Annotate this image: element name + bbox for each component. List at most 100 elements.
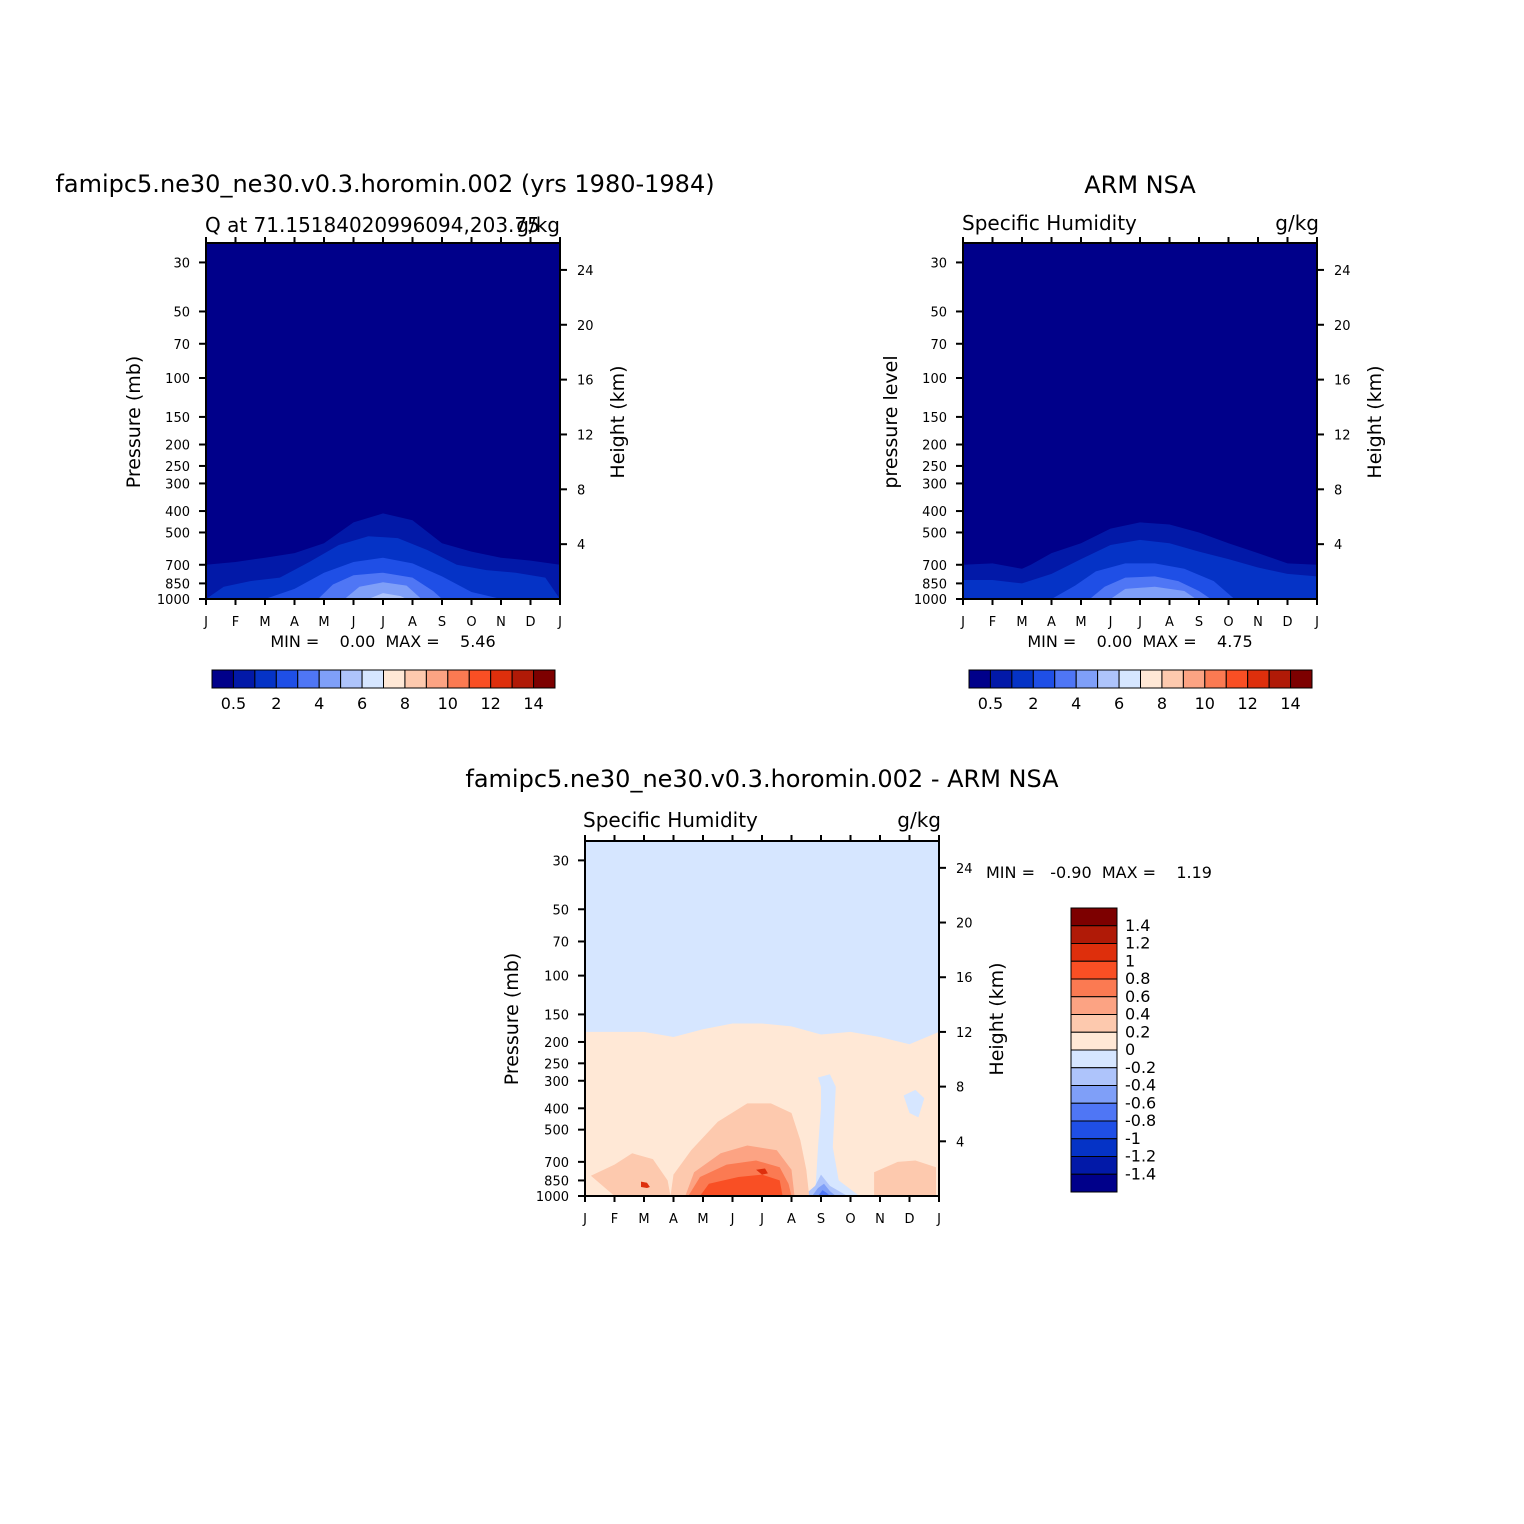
obs-colorbar-box-15	[1290, 669, 1313, 689]
diff-colorbar: 1.41.210.80.60.40.20-0.2-0.4-0.6-0.8-1-1…	[1070, 907, 1156, 1193]
obs-xtick-label-5: J	[1108, 615, 1113, 630]
model-colorbar-box-0	[211, 669, 234, 689]
obs-ytick-label-1: 50	[930, 305, 947, 320]
model-colorbar-box-10	[425, 669, 449, 689]
diff-xtick-label-12: J	[936, 1212, 941, 1227]
obs-plot-area: J F M A M J J A S O N D J 30 50 70 100 150 200 250 300 400 500…	[914, 237, 1351, 630]
model-contour-4	[344, 582, 422, 599]
model-min-max: MIN = 0.00 MAX = 5.46	[270, 632, 495, 651]
diff-colorbar-label-6: 0.2	[1125, 1022, 1150, 1041]
diff-colorbar-box-12	[1070, 1120, 1118, 1140]
diff-xtick-label-8: S	[817, 1212, 825, 1227]
obs-ytick-label-3: 100	[922, 372, 947, 387]
model-xtick-label-5: J	[351, 615, 356, 630]
model-ytick-right-label-4: 8	[577, 483, 585, 498]
diff-xtick-label-6: J	[759, 1212, 764, 1227]
model-xtick-label-12: J	[557, 615, 562, 630]
model-colorbar-box-8	[383, 669, 406, 689]
diff-colorbar-box-0	[1070, 907, 1118, 927]
model-colorbar-box-6	[340, 669, 363, 689]
model-colorbar-label-7: 14	[523, 694, 543, 713]
obs-colorbar-box-6	[1097, 669, 1120, 689]
diff-colorbar-label-2: 1	[1125, 951, 1135, 970]
obs-title: ARM NSA	[1084, 171, 1196, 199]
model-xtick-label-1: F	[232, 615, 239, 630]
diff-left-string: Specific Humidity	[583, 808, 758, 832]
diff-xtick-label-1: F	[611, 1212, 618, 1227]
model-xtick-label-3: A	[290, 615, 299, 630]
model-colorbar-box-13	[490, 669, 513, 689]
diff-colorbar-box-14	[1070, 1156, 1118, 1175]
obs-ytick-label-7: 300	[922, 477, 947, 492]
diff-colorbar-label-4: 0.6	[1125, 987, 1150, 1006]
obs-colorbar-label-6: 12	[1238, 694, 1258, 713]
model-ytick-label-0: 30	[173, 256, 190, 271]
model-right-string: g/kg	[516, 213, 560, 237]
model-xtick-label-7: A	[408, 615, 417, 630]
model-colorbar-box-14	[511, 669, 535, 689]
obs-colorbar-box-10	[1182, 669, 1206, 689]
diff-ytick-right-label-2: 16	[956, 971, 973, 986]
obs-colorbar-box-9	[1161, 669, 1184, 689]
model-ytick-label-6: 250	[165, 460, 190, 475]
diff-ylabel-right: Height (km)	[986, 962, 1008, 1075]
diff-colorbar-box-15	[1070, 1173, 1118, 1193]
diff-contour-fills	[585, 841, 939, 1196]
diff-colorbar-label-8: -0.2	[1125, 1058, 1156, 1077]
model-ytick-label-8: 400	[165, 505, 190, 520]
model-contour-fills	[206, 243, 560, 599]
diff-ytick-label-9: 500	[544, 1124, 569, 1139]
model-colorbar-label-6: 12	[481, 694, 501, 713]
model-colorbar-label-5: 10	[438, 694, 458, 713]
obs-xtick-label-7: A	[1165, 615, 1174, 630]
diff-contour-15	[641, 1181, 650, 1188]
diff-ytick-right-label-0: 24	[956, 862, 973, 877]
obs-ytick-label-8: 400	[922, 505, 947, 520]
model-xtick-label-0: J	[203, 615, 208, 630]
model-ytick-label-2: 70	[173, 338, 190, 353]
diff-colorbar-label-0: 1.4	[1125, 916, 1150, 935]
obs-colorbar: 0.5 2 4 6 8 10 12 14	[968, 669, 1313, 713]
obs-ytick-label-2: 70	[930, 338, 947, 353]
obs-ytick-label-11: 850	[922, 577, 947, 592]
diff-colorbar-label-10: -0.6	[1125, 1093, 1156, 1112]
obs-xtick-label-12: J	[1314, 615, 1319, 630]
diff-colorbar-label-3: 0.8	[1125, 969, 1150, 988]
diff-colorbar-label-7: 0	[1125, 1040, 1135, 1059]
obs-ytick-right-label-3: 12	[1334, 428, 1351, 443]
model-ytick-label-4: 150	[165, 411, 190, 426]
obs-colorbar-box-1	[989, 669, 1013, 689]
model-xtick-label-2: M	[259, 615, 270, 630]
diff-ytick-label-11: 850	[544, 1174, 569, 1189]
obs-ytick-label-6: 250	[922, 460, 947, 475]
model-xtick-label-11: D	[525, 615, 535, 630]
obs-ylabel-right: Height (km)	[1364, 365, 1386, 478]
diff-colorbar-box-8	[1070, 1049, 1118, 1069]
diff-contour-3	[803, 1174, 848, 1196]
obs-ytick-right-label-4: 8	[1334, 483, 1342, 498]
diff-ytick-label-2: 70	[552, 935, 569, 950]
obs-contour-4	[1110, 586, 1196, 599]
model-panel: famipc5.ne30_ne30.v0.3.horomin.002 (yrs …	[55, 170, 714, 713]
model-ylabel: Pressure (mb)	[123, 356, 145, 489]
diff-colorbar-box-6	[1070, 1014, 1118, 1033]
obs-colorbar-label-5: 10	[1195, 694, 1215, 713]
diff-contour-4	[812, 1183, 836, 1196]
model-ytick-right-label-1: 20	[577, 319, 594, 334]
obs-panel: ARM NSA Specific Humidity g/kg J F M A M J J A S…	[880, 171, 1386, 713]
diff-colorbar-box-13	[1070, 1138, 1118, 1157]
model-ytick-label-5: 200	[165, 439, 190, 454]
obs-xtick-label-1: F	[989, 615, 996, 630]
model-xtick-label-8: S	[438, 615, 446, 630]
obs-colorbar-box-4	[1054, 669, 1077, 689]
model-colorbar-box-7	[361, 669, 384, 689]
diff-xtick-label-5: J	[730, 1212, 735, 1227]
model-colorbar-label-4: 8	[400, 694, 410, 713]
obs-xtick-label-6: J	[1137, 615, 1142, 630]
model-colorbar-box-4	[297, 669, 320, 689]
model-ytick-label-1: 50	[173, 305, 190, 320]
model-ytick-label-10: 700	[165, 559, 190, 574]
diff-ytick-right-label-4: 8	[956, 1081, 964, 1096]
diff-ytick-right-label-5: 4	[956, 1135, 964, 1150]
